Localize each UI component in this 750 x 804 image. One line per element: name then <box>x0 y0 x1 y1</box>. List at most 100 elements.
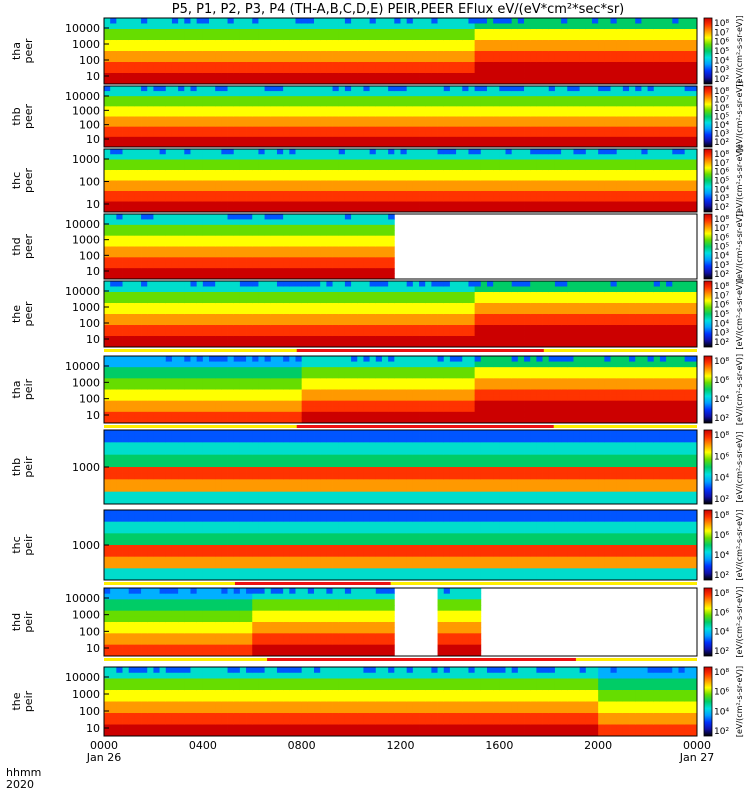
spectrogram-cell <box>598 202 605 208</box>
spectrogram-cell <box>475 51 482 57</box>
spectrogram-cell <box>598 127 605 132</box>
spectrogram-cell <box>123 175 130 181</box>
spectrogram-cell <box>419 35 426 41</box>
spectrogram-cell <box>450 62 457 68</box>
spectrogram-cell <box>129 149 136 155</box>
spectrogram-cell <box>116 175 123 181</box>
spectrogram-cell <box>475 170 482 176</box>
spectrogram-cell <box>666 57 673 63</box>
spectrogram-cell <box>147 24 154 30</box>
spectrogram-cell <box>289 191 296 197</box>
spectrogram-cell <box>481 186 488 192</box>
spectrogram-cell <box>370 51 377 57</box>
spectrogram-cell <box>672 117 679 122</box>
spectrogram-cell <box>623 46 630 52</box>
spectrogram-cell <box>481 51 488 57</box>
spectrogram-cell <box>265 122 272 127</box>
spectrogram-cell <box>160 24 167 30</box>
spectrogram-cell <box>666 137 673 142</box>
spectrogram-cell <box>228 257 235 263</box>
spectrogram-cell <box>129 287 136 293</box>
spectrogram-cell <box>302 219 309 225</box>
spectrogram-cell <box>419 298 426 304</box>
spectrogram-cell <box>487 320 494 326</box>
spectrogram-cell <box>277 111 284 116</box>
spectrogram-cell <box>363 252 370 258</box>
spectrogram-cell <box>660 175 667 181</box>
spectrogram-cell <box>351 35 358 41</box>
spectrogram-cell <box>512 175 519 181</box>
spectrogram-cell <box>240 127 247 132</box>
spectrogram-cell <box>104 257 111 263</box>
colorbar-tick-label: 10⁶ <box>714 104 729 114</box>
spectrogram-cell <box>314 202 321 208</box>
spectrogram-cell <box>333 51 340 57</box>
spectrogram-cell <box>357 160 364 166</box>
spectrogram-cell <box>462 202 469 208</box>
spectrogram-cell <box>258 202 265 208</box>
spectrogram-cell <box>691 196 698 202</box>
spectrogram-cell <box>295 51 302 57</box>
spectrogram-cell <box>611 154 618 160</box>
spectrogram-cell <box>333 18 340 24</box>
spectrogram-cell <box>493 96 500 101</box>
spectrogram-cell <box>135 132 142 137</box>
spectrogram-cell <box>481 35 488 41</box>
spectrogram-cell <box>370 252 377 258</box>
spectrogram-cell <box>295 331 302 337</box>
spectrogram-cell <box>468 196 475 202</box>
spectrogram-cell <box>635 24 642 30</box>
spectrogram-cell <box>166 202 173 208</box>
spectrogram-cell <box>135 111 142 116</box>
spectrogram-cell <box>314 281 321 287</box>
spectrogram-cell <box>265 298 272 304</box>
spectrogram-cell <box>190 230 197 236</box>
spectrogram-cell <box>258 160 265 166</box>
spectrogram-cell <box>536 132 543 137</box>
spectrogram-cell <box>648 91 655 96</box>
spectrogram-cell <box>123 29 130 35</box>
spectrogram-cell <box>394 331 401 337</box>
spectrogram-cell <box>240 252 247 258</box>
spectrogram-cell <box>543 181 550 187</box>
spectrogram-cell <box>573 122 580 127</box>
spectrogram-cell <box>345 149 352 155</box>
spectrogram-cell <box>215 219 222 225</box>
spectrogram-cell <box>135 73 142 79</box>
spectrogram-cell <box>333 40 340 46</box>
spectrogram-cell <box>685 57 692 63</box>
spectrogram-cell <box>147 51 154 57</box>
spectrogram-cell <box>660 117 667 122</box>
spectrogram-cell <box>530 62 537 68</box>
spectrogram-cell <box>178 281 185 287</box>
spectrogram-cell <box>685 68 692 74</box>
spectrogram-cell <box>530 309 537 315</box>
spectrogram-cell <box>351 181 358 187</box>
spectrogram-cell <box>123 186 130 192</box>
spectrogram-cell <box>104 57 111 63</box>
spectrogram-cell <box>444 303 451 309</box>
spectrogram-cell <box>481 202 488 208</box>
spectrogram-cell <box>604 191 611 197</box>
spectrogram-cell <box>357 117 364 122</box>
spectrogram-cell <box>289 132 296 137</box>
spectrogram-cell <box>611 73 618 79</box>
panel-ylabel: thdpeer <box>10 234 35 260</box>
spectrogram-cell <box>462 51 469 57</box>
spectrogram-cell <box>444 149 451 155</box>
spectrogram-cell <box>691 51 698 57</box>
spectrogram-cell <box>419 175 426 181</box>
spectrogram-cell <box>228 165 235 171</box>
spectrogram-cell <box>289 181 296 187</box>
spectrogram-cell <box>345 281 352 287</box>
spectrogram-cell <box>536 57 543 63</box>
spectrogram-cell <box>431 111 438 116</box>
spectrogram-cell <box>499 46 506 52</box>
spectrogram-cell <box>333 24 340 30</box>
spectrogram-cell <box>475 73 482 79</box>
spectrogram-cell <box>209 303 216 309</box>
spectrogram-cell <box>277 106 284 111</box>
spectrogram-cell <box>370 35 377 41</box>
spectrogram-cell <box>357 46 364 52</box>
spectrogram-cell <box>326 186 333 192</box>
